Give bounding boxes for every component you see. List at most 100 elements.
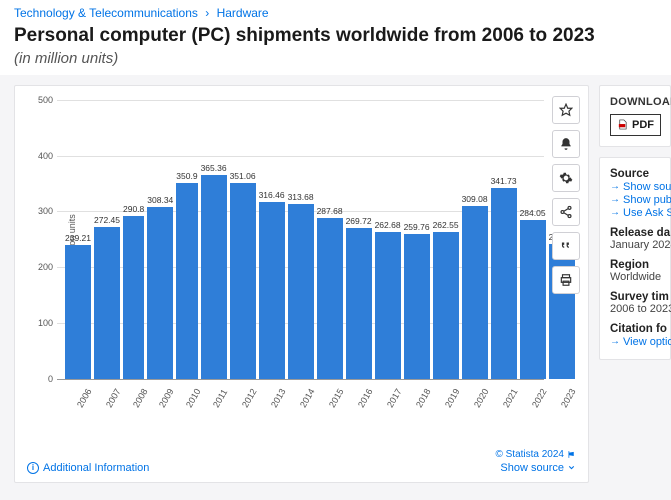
x-tick-label: 2009	[157, 387, 176, 409]
x-tick-label: 2018	[414, 387, 433, 409]
bar-value-label: 272.45	[94, 215, 120, 225]
additional-info-link[interactable]: i Additional Information	[27, 462, 149, 474]
bar-value-label: 350.9	[176, 171, 197, 181]
use-ask-link[interactable]: →Use Ask S	[610, 207, 660, 219]
x-tick-label: 2020	[472, 387, 491, 409]
breadcrumb-child[interactable]: Hardware	[217, 6, 269, 20]
bar-rect	[462, 206, 488, 378]
copyright-text: © Statista 2024	[495, 449, 576, 460]
bar-rect	[346, 228, 372, 379]
bar-rect	[123, 216, 144, 378]
side-panel: DOWNLOAD PDF Source →Show sou →Show pub …	[599, 85, 671, 483]
breadcrumb: Technology & Telecommunications › Hardwa…	[14, 6, 657, 20]
bar-2017[interactable]: 262.682017	[375, 100, 401, 379]
x-tick-label: 2007	[104, 387, 123, 409]
bar-2009[interactable]: 308.342009	[147, 100, 173, 379]
bar-2021[interactable]: 341.732021	[491, 100, 517, 379]
bar-2013[interactable]: 316.462013	[259, 100, 285, 379]
show-source-detail-link[interactable]: →Show sou	[610, 181, 660, 193]
bar-value-label: 290.8	[123, 204, 144, 214]
x-tick-label: 2010	[184, 387, 203, 409]
bar-2007[interactable]: 272.452007	[94, 100, 120, 379]
region-heading: Region	[610, 259, 660, 271]
bar-value-label: 287.68	[317, 206, 343, 216]
bar-rect	[259, 202, 285, 379]
info-icon: i	[27, 462, 39, 474]
bars-container: 239.212006272.452007290.82008308.3420093…	[65, 100, 536, 379]
quote-icon[interactable]	[552, 232, 580, 260]
x-tick-label: 2013	[269, 387, 288, 409]
bar-value-label: 309.08	[462, 194, 488, 204]
share-icon[interactable]	[552, 198, 580, 226]
x-tick-label: 2022	[530, 387, 549, 409]
bar-rect	[491, 188, 517, 379]
y-tick-label: 0	[31, 374, 53, 384]
page-header: Technology & Telecommunications › Hardwa…	[0, 0, 671, 75]
bar-value-label: 262.55	[433, 220, 459, 230]
download-heading: DOWNLOAD	[610, 96, 660, 108]
bar-rect	[433, 232, 459, 379]
bar-2008[interactable]: 290.82008	[123, 100, 144, 379]
bar-value-label: 308.34	[147, 195, 173, 205]
bar-rect	[201, 175, 227, 379]
bell-icon[interactable]	[552, 130, 580, 158]
bar-2010[interactable]: 350.92010	[176, 100, 197, 379]
bar-2020[interactable]: 309.082020	[462, 100, 488, 379]
source-heading: Source	[610, 168, 660, 180]
bar-2019[interactable]: 262.552019	[433, 100, 459, 379]
x-tick-label: 2015	[327, 387, 346, 409]
bar-2016[interactable]: 269.722016	[346, 100, 372, 379]
bar-rect	[176, 183, 197, 379]
bar-rect	[317, 218, 343, 379]
pdf-label: PDF	[632, 119, 654, 131]
page-subtitle: (in million units)	[14, 50, 657, 67]
bar-value-label: 316.46	[259, 190, 285, 200]
x-tick-label: 2019	[443, 387, 462, 409]
x-tick-label: 2008	[131, 387, 150, 409]
bar-rect	[375, 232, 401, 379]
x-tick-label: 2014	[298, 387, 317, 409]
x-tick-label: 2012	[240, 387, 259, 409]
bar-2012[interactable]: 351.062012	[230, 100, 256, 379]
x-tick-label: 2011	[211, 387, 229, 409]
breadcrumb-parent[interactable]: Technology & Telecommunications	[14, 6, 198, 20]
y-tick-label: 300	[31, 206, 53, 216]
chart-card: Shipments in million units 0100200300400…	[14, 85, 589, 483]
show-publisher-link[interactable]: →Show pub	[610, 194, 660, 206]
y-tick-label: 200	[31, 262, 53, 272]
bar-rect	[404, 234, 430, 379]
bar-rect	[94, 227, 120, 379]
y-tick-label: 400	[31, 151, 53, 161]
bar-2011[interactable]: 365.362011	[201, 100, 227, 379]
bar-2015[interactable]: 287.682015	[317, 100, 343, 379]
y-tick-label: 100	[31, 318, 53, 328]
x-tick-label: 2016	[356, 387, 375, 409]
bar-2014[interactable]: 313.682014	[288, 100, 314, 379]
bar-rect	[147, 207, 173, 379]
bar-value-label: 365.36	[201, 163, 227, 173]
chevron-down-icon	[567, 463, 576, 472]
bar-rect	[65, 245, 91, 378]
star-icon[interactable]	[552, 96, 580, 124]
release-date-heading: Release da	[610, 227, 660, 239]
plot-region: 0100200300400500239.212006272.452007290.…	[57, 100, 544, 380]
bar-2022[interactable]: 284.052022	[520, 100, 546, 379]
x-tick-label: 2017	[385, 387, 404, 409]
release-date-value: January 2024	[610, 239, 660, 251]
bar-value-label: 239.21	[65, 233, 91, 243]
view-options-link[interactable]: →View optio	[610, 336, 660, 348]
gear-icon[interactable]	[552, 164, 580, 192]
bar-value-label: 313.68	[288, 192, 314, 202]
survey-time-value: 2006 to 2023	[610, 303, 660, 315]
print-icon[interactable]	[552, 266, 580, 294]
bar-2006[interactable]: 239.212006	[65, 100, 91, 379]
bar-value-label: 284.05	[520, 208, 546, 218]
bar-value-label: 341.73	[491, 176, 517, 186]
citation-heading: Citation fo	[610, 323, 660, 335]
show-source-link[interactable]: Show source	[495, 462, 576, 474]
pdf-icon	[617, 119, 628, 130]
bar-rect	[288, 204, 314, 379]
statista-flag-icon	[567, 450, 576, 459]
download-pdf-button[interactable]: PDF	[610, 114, 661, 136]
bar-2018[interactable]: 259.762018	[404, 100, 430, 379]
